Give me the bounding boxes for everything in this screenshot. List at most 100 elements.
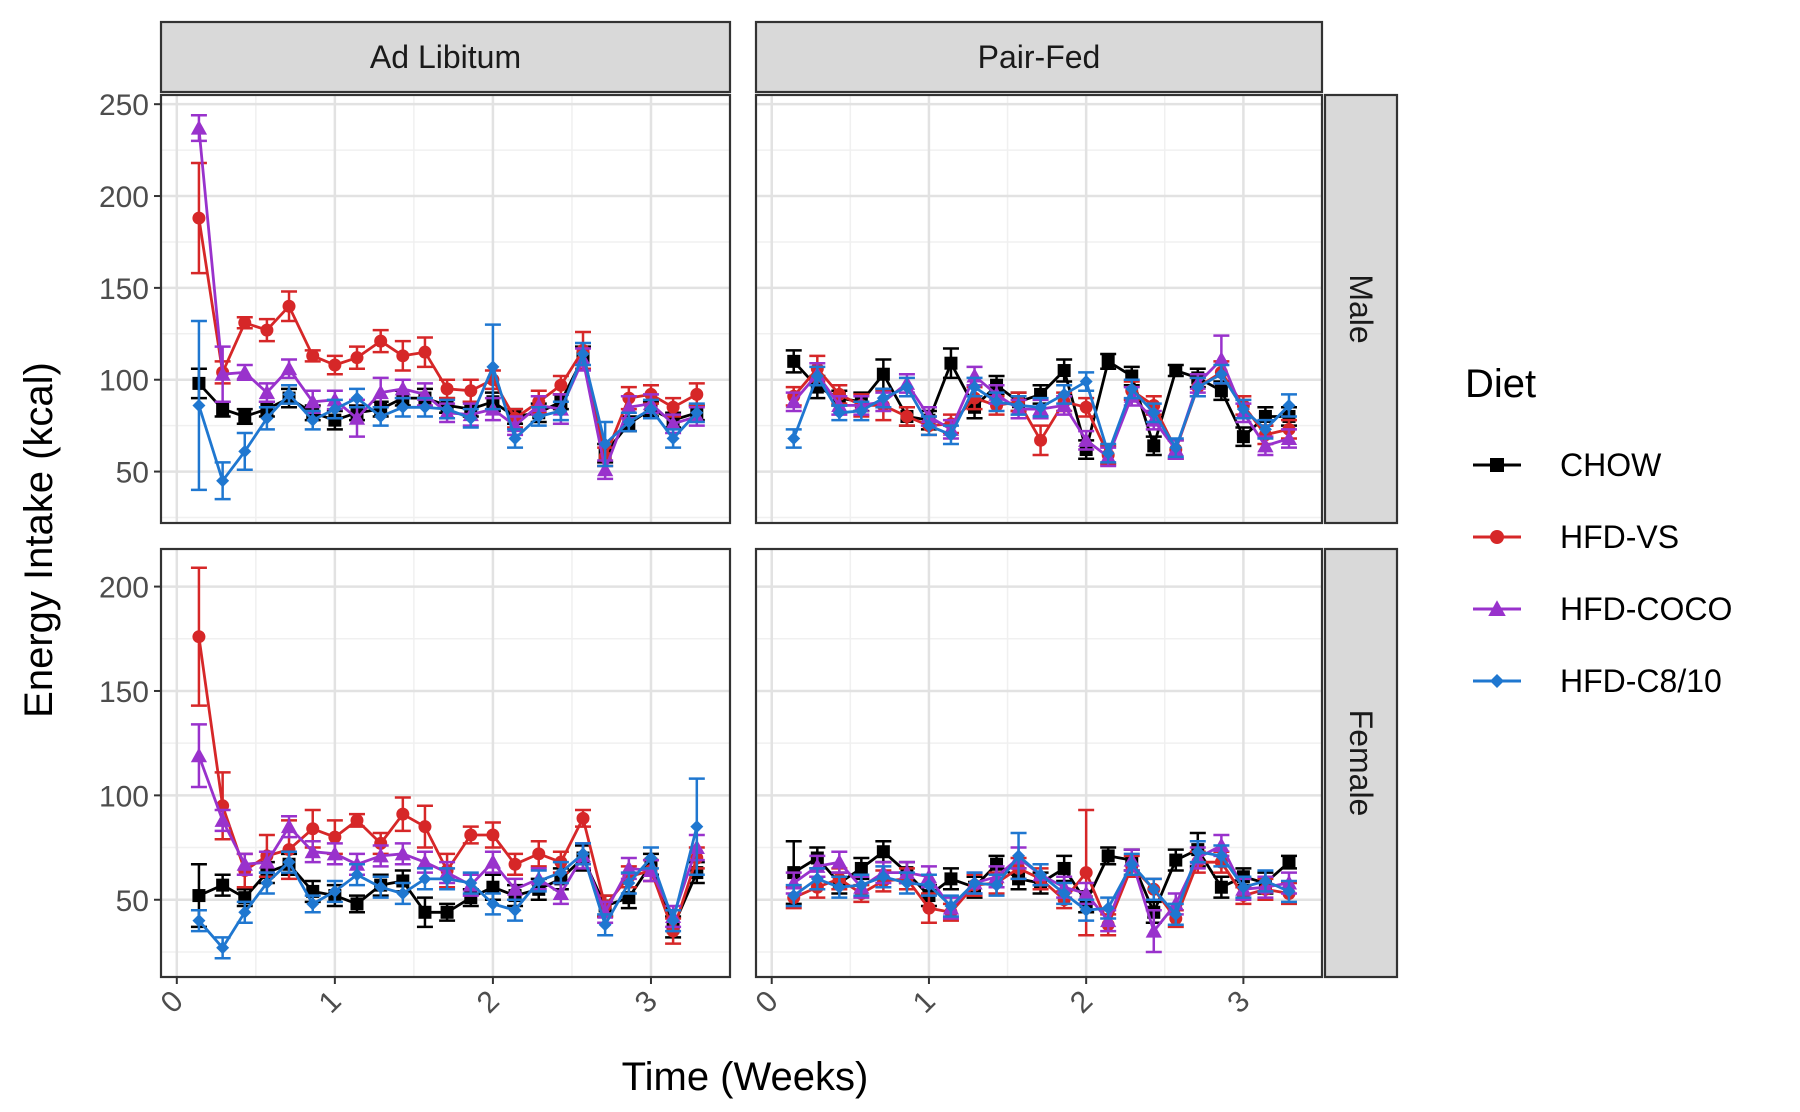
data-point — [192, 914, 206, 928]
data-point — [1169, 441, 1183, 455]
facet-strip-pair-fed: Pair-Fed — [754, 20, 1324, 94]
data-point — [1147, 439, 1161, 453]
data-point — [1034, 868, 1048, 882]
data-point — [832, 880, 846, 894]
facet-strip-label: Ad Libitum — [370, 39, 521, 75]
data-point — [396, 400, 410, 414]
data-point — [258, 384, 276, 400]
data-point — [1101, 446, 1115, 460]
data-point — [1012, 849, 1026, 863]
data-point — [968, 876, 982, 890]
panels-layer: 50 100 150 200 250 50 100 150 200 0 1 2 3 0 1 2 3 — [99, 89, 1324, 1020]
data-point — [1258, 422, 1272, 436]
data-point — [1101, 354, 1115, 368]
data-point — [418, 872, 432, 886]
data-point — [190, 747, 208, 763]
data-point — [1101, 901, 1115, 915]
y-tick-label: 100 — [99, 780, 149, 813]
data-point — [854, 404, 868, 418]
data-point — [900, 409, 914, 423]
legend-label: HFD-VS — [1560, 519, 1679, 555]
data-point — [282, 299, 296, 313]
x-tick-label: 0 — [155, 985, 190, 1020]
data-point — [1282, 855, 1296, 869]
data-point — [1079, 866, 1093, 880]
y-tick-label: 200 — [99, 572, 149, 605]
panel-ad-libitum-female: 50 100 150 200 0 1 2 3 — [99, 547, 732, 1020]
series-hfd-c8-10 — [190, 319, 705, 501]
data-point — [216, 402, 230, 416]
data-point — [440, 872, 454, 886]
data-point — [922, 901, 936, 915]
x-tick-label: 1 — [907, 985, 942, 1020]
x-tick-label: 1 — [313, 985, 348, 1020]
data-point — [1057, 364, 1071, 378]
data-point — [876, 367, 890, 381]
data-point — [1214, 384, 1228, 398]
data-point — [328, 402, 342, 416]
legend-key-marker — [1490, 530, 1504, 544]
panel-pair-fed-female: 0 1 2 3 — [750, 547, 1324, 1020]
data-point — [1101, 849, 1115, 863]
data-point — [418, 345, 432, 359]
facet-strip-label: Male — [1343, 274, 1379, 343]
data-point — [348, 410, 366, 425]
data-point — [944, 872, 958, 886]
data-point — [598, 918, 612, 932]
data-point — [506, 881, 524, 896]
data-point — [464, 384, 478, 398]
data-point — [328, 830, 342, 844]
x-tick-label: 0 — [750, 985, 785, 1020]
data-point — [576, 347, 590, 361]
data-point — [1282, 398, 1296, 412]
facet-strip-label: Female — [1343, 710, 1379, 817]
data-point — [236, 364, 253, 379]
data-point — [832, 387, 846, 401]
data-point — [464, 411, 478, 425]
data-point — [620, 399, 637, 414]
series-hfd-c8-10 — [785, 831, 1297, 927]
data-point — [854, 861, 868, 875]
x-tick-label: 3 — [1221, 985, 1256, 1020]
data-point — [486, 360, 500, 374]
data-point — [484, 854, 502, 869]
data-point — [1169, 853, 1183, 867]
data-point — [690, 406, 704, 420]
data-point — [328, 413, 342, 427]
x-tick-label: 2 — [1064, 985, 1099, 1020]
strips-layer: Ad Libitum Pair-Fed Male Female — [159, 20, 1399, 979]
data-point — [304, 843, 321, 859]
facet-strip-label: Pair-Fed — [978, 39, 1101, 75]
data-point — [1282, 884, 1296, 898]
data-point — [486, 828, 500, 842]
data-point — [810, 872, 824, 886]
data-point — [258, 854, 276, 869]
data-point — [810, 369, 824, 383]
data-point — [644, 851, 658, 865]
x-tick-label: 2 — [471, 985, 506, 1020]
data-point — [396, 807, 410, 821]
facet-strip-ad-libitum: Ad Libitum — [159, 20, 732, 94]
data-point — [554, 866, 568, 880]
data-point — [787, 889, 801, 903]
data-point — [440, 382, 454, 396]
data-point — [1236, 402, 1250, 416]
data-point — [306, 822, 320, 836]
data-point — [328, 884, 342, 898]
data-point — [1057, 886, 1071, 900]
panel-ad-libitum-male: 50 100 150 200 250 — [99, 89, 732, 525]
data-point — [192, 889, 206, 903]
data-point — [1057, 387, 1071, 401]
data-point — [328, 358, 342, 372]
panel-border — [159, 547, 732, 979]
data-point — [440, 905, 454, 919]
data-point — [876, 870, 890, 884]
data-point — [1078, 432, 1095, 447]
data-point — [1100, 912, 1117, 928]
data-point — [280, 360, 298, 376]
y-tick-label: 150 — [99, 676, 149, 709]
data-point — [1258, 874, 1272, 888]
data-point — [350, 813, 364, 827]
data-point — [508, 432, 522, 446]
y-tick-label: 50 — [116, 885, 149, 918]
